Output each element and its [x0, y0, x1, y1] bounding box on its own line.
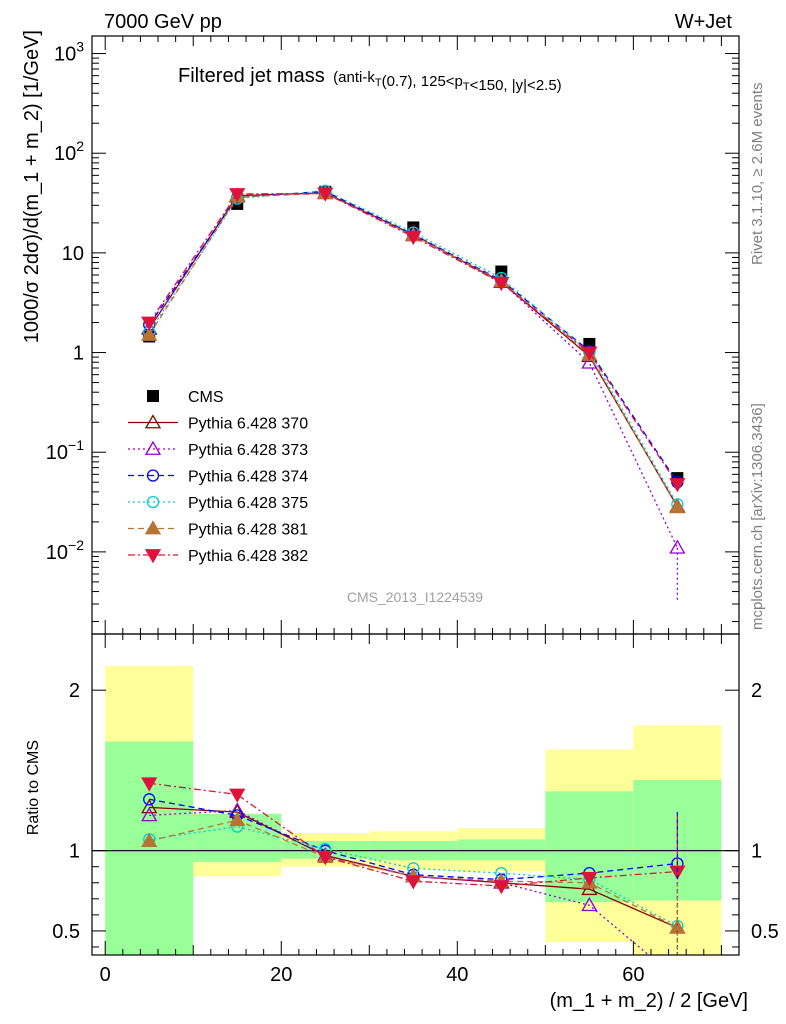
y-tick-label: 1	[73, 343, 84, 365]
main-panel: 10−2 10−1 1 10 102 103 CMS Pythia 6.428 370 Pyth…	[46, 35, 740, 635]
y-tick-label-right: 1	[751, 841, 762, 863]
legend-label: Pythia 6.428 382	[188, 548, 308, 565]
legend-item: Pythia 6.428 373	[128, 440, 308, 459]
legend-marker	[144, 549, 162, 564]
ratio-point	[141, 777, 158, 792]
ratio-series	[141, 777, 686, 955]
ratio-point	[229, 811, 246, 827]
data-point	[493, 276, 510, 292]
header-left: 7000 GeV pp	[104, 11, 222, 33]
ratio-frame	[91, 633, 740, 956]
main-y-axis-title: 1000/σ 2dσ)/d(m_1 + m_2) [1/GeV]	[21, 30, 43, 343]
y-tick-label: 2	[69, 680, 80, 702]
y-tick-label-right: 2	[751, 680, 762, 702]
data-point	[669, 478, 686, 493]
legend-marker	[144, 440, 162, 455]
legend-marker	[146, 495, 160, 509]
y-tick-label: 0.5	[52, 921, 80, 943]
y-tick-label: 1	[69, 841, 80, 863]
plot-title-main: Filtered jet mass	[178, 65, 325, 87]
ratio-point	[143, 793, 156, 806]
x-tick-label: 60	[622, 964, 644, 986]
ratio-y-axis-title: Ratio to CMS	[25, 740, 42, 835]
ratio-point	[317, 851, 334, 866]
data-point	[141, 326, 158, 341]
y-tick-label: 103	[54, 39, 84, 66]
data-point	[581, 346, 598, 361]
ratio-panel: 0.5 0.51 12 20 20 40 60	[52, 633, 779, 986]
plot-title-sub: (anti-kT(0.7), 125<pT<150, |y|<2.5)	[333, 69, 562, 94]
legend-label: Pythia 6.428 374	[188, 469, 308, 486]
header-right: W+Jet	[675, 11, 733, 33]
y-tick-label: 102	[54, 138, 84, 165]
ratio-point	[493, 880, 510, 895]
series-pythia-6-428-382	[141, 187, 686, 493]
legend-item: Pythia 6.428 375	[128, 495, 308, 512]
y-tick-label: 10	[62, 243, 84, 265]
legend-label: Pythia 6.428 381	[188, 522, 308, 539]
ratio-axis-ticks: 0.5 0.51 12 20 20 40 60	[52, 634, 779, 986]
legend-marker	[147, 390, 159, 402]
ratio-point	[141, 807, 158, 822]
y-tick-label-right: 0.5	[751, 921, 779, 943]
ratio-point	[229, 788, 246, 803]
ratio-line	[149, 809, 650, 955]
x-tick-label: 0	[100, 964, 111, 986]
data-point	[229, 188, 246, 203]
data-point	[669, 539, 686, 554]
data-point	[495, 265, 508, 278]
legend-marker	[144, 414, 162, 429]
mcplots-label: mcplots.cern.ch [arXiv:1306.3436]	[749, 403, 766, 630]
ratio-pythia-6-428-382	[141, 777, 686, 895]
legend-item: Pythia 6.428 382	[128, 548, 308, 565]
ratio-point	[141, 799, 158, 814]
main-frame	[91, 35, 740, 635]
band-inner	[105, 741, 194, 955]
legend-marker	[144, 520, 162, 535]
rivet-label: Rivet 3.1.10, ≥ 2.6M events	[749, 83, 766, 266]
main-axis-ticks	[92, 36, 739, 634]
data-point	[669, 499, 686, 514]
y-tick-label: 10−2	[46, 537, 84, 564]
plot-title: Filtered jet mass (anti-kT(0.7), 125<pT<…	[178, 65, 562, 94]
x-axis-title: (m_1 + m_2) / 2 [GeV]	[550, 990, 748, 1012]
analysis-watermark: CMS_2013_I1224539	[347, 589, 483, 605]
legend-label: CMS	[188, 389, 224, 406]
data-point	[405, 230, 422, 246]
legend-label: Pythia 6.428 370	[188, 416, 308, 433]
band-inner	[457, 839, 546, 861]
x-tick-label: 40	[446, 964, 468, 986]
legend-item: CMS	[147, 389, 224, 406]
legend-label: Pythia 6.428 375	[188, 495, 308, 512]
ratio-point	[581, 896, 598, 912]
ratio-point	[581, 872, 598, 887]
legend-item: Pythia 6.428 374	[128, 469, 308, 486]
ratio-point	[141, 832, 158, 847]
legend-item: Pythia 6.428 370	[128, 414, 308, 433]
data-point	[317, 187, 334, 202]
x-tick-label: 20	[270, 964, 292, 986]
ratio-point	[405, 875, 422, 890]
data-point	[141, 316, 158, 331]
legend-marker	[146, 469, 160, 482]
legend: CMS Pythia 6.428 370 Pythia 6.428 373 Pythi…	[128, 389, 308, 565]
legend-label: Pythia 6.428 373	[188, 442, 308, 459]
y-tick-label: 10−1	[46, 437, 84, 464]
legend-item: Pythia 6.428 381	[128, 520, 308, 539]
